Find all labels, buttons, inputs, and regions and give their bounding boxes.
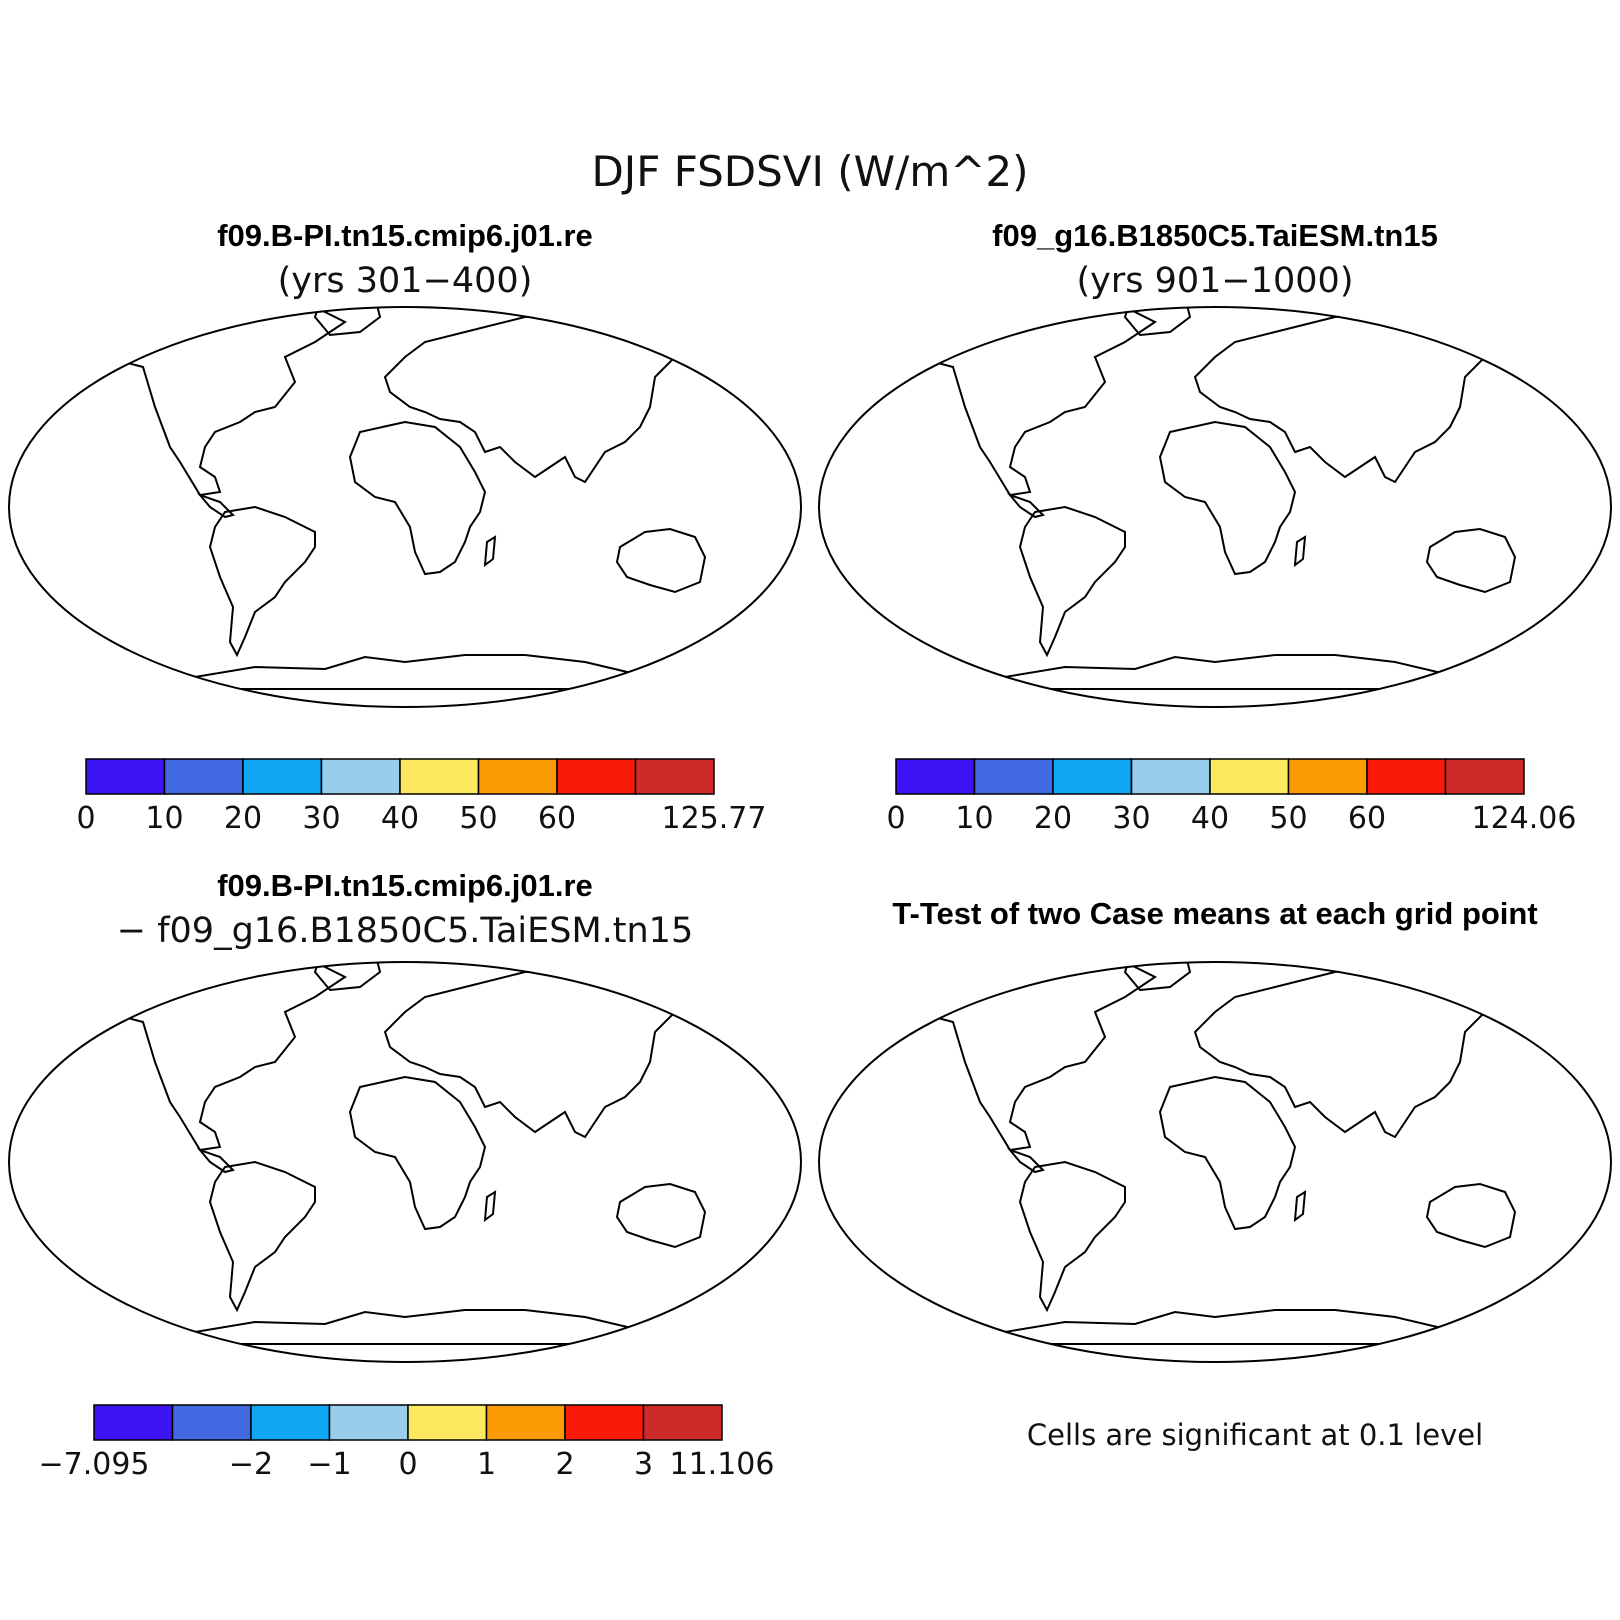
colorbar-swatch bbox=[320, 758, 401, 795]
map-case2 bbox=[819, 307, 1611, 707]
colorbar-swatch bbox=[1052, 758, 1133, 795]
panel-difference: f09.B-PI.tn15.cmip6.j01.re − f09_g16.B18… bbox=[8, 868, 802, 1482]
map-ttest bbox=[819, 962, 1611, 1362]
panel-case1: f09.B-PI.tn15.cmip6.j01.re (yrs 301−400) bbox=[8, 218, 802, 836]
colorbar-swatch bbox=[1209, 758, 1290, 795]
colorbar-swatch bbox=[634, 758, 715, 795]
colorbar-swatch bbox=[895, 758, 976, 795]
map-case1 bbox=[9, 307, 801, 707]
colorbar-swatch bbox=[477, 758, 558, 795]
colorbar-swatch bbox=[93, 1404, 174, 1441]
map-case2-border bbox=[818, 306, 1612, 708]
colorbar-swatch bbox=[1366, 758, 1447, 795]
colorbar-swatch bbox=[171, 1404, 252, 1441]
map-case1-border bbox=[8, 306, 802, 708]
figure-title: DJF FSDSVI (W/m^2) bbox=[591, 147, 1028, 196]
colorbar-swatch bbox=[407, 1404, 488, 1441]
colorbar-swatch bbox=[250, 1404, 331, 1441]
colorbar-tick-label: 3 bbox=[634, 1447, 653, 1482]
colorbar-case1: 0 10 20 30 40 50 60 125.77 bbox=[76, 758, 767, 836]
colorbar-tick-label: 30 bbox=[302, 801, 340, 836]
panel-difference-subtitle: − f09_g16.B1850C5.TaiESM.tn15 bbox=[117, 911, 693, 951]
colorbar-swatch bbox=[328, 1404, 409, 1441]
colorbar-tick-label: 11.106 bbox=[670, 1447, 775, 1482]
colorbar-swatch bbox=[973, 758, 1054, 795]
colorbar-tick-label: 30 bbox=[1112, 801, 1150, 836]
colorbar-swatch bbox=[485, 1404, 566, 1441]
colorbar-tick-label: 125.77 bbox=[662, 801, 767, 836]
panel-case1-title: f09.B-PI.tn15.cmip6.j01.re bbox=[217, 218, 593, 253]
colorbar-tick-label: 0 bbox=[398, 1447, 417, 1482]
panel-case2: f09_g16.B1850C5.TaiESM.tn15 (yrs 901−100… bbox=[818, 218, 1612, 836]
colorbar-swatch bbox=[1130, 758, 1211, 795]
colorbar-tick-label: −7.095 bbox=[38, 1447, 149, 1482]
colorbar-tick-label: 40 bbox=[1191, 801, 1229, 836]
colorbar-swatch bbox=[642, 1404, 723, 1441]
colorbar-swatch bbox=[399, 758, 480, 795]
panel-ttest-title: T-Test of two Case means at each grid po… bbox=[892, 896, 1537, 931]
colorbar-tick-label: 40 bbox=[381, 801, 419, 836]
colorbar-tick-label: 20 bbox=[224, 801, 262, 836]
colorbar-swatch bbox=[1287, 758, 1368, 795]
colorbar-tick-label: 60 bbox=[1348, 801, 1386, 836]
map-difference-border bbox=[8, 961, 802, 1363]
colorbar-case2: 0 10 20 30 40 50 60 124.06 bbox=[886, 758, 1577, 836]
colorbar-swatch bbox=[556, 758, 637, 795]
colorbar-tick-label: 2 bbox=[555, 1447, 574, 1482]
panel-ttest: T-Test of two Case means at each grid po… bbox=[818, 896, 1612, 1452]
colorbar-difference: −7.095 −2 −1 0 1 2 3 11.106 bbox=[38, 1404, 775, 1482]
colorbar-tick-label: 0 bbox=[76, 801, 95, 836]
colorbar-tick-label: −2 bbox=[229, 1447, 273, 1482]
colorbar-tick-label: 1 bbox=[477, 1447, 496, 1482]
panel-case1-years: (yrs 301−400) bbox=[278, 261, 533, 301]
map-difference bbox=[9, 962, 801, 1362]
colorbar-tick-label: −1 bbox=[307, 1447, 351, 1482]
colorbar-tick-label: 10 bbox=[145, 801, 183, 836]
colorbar-tick-label: 10 bbox=[955, 801, 993, 836]
colorbar-tick-label: 50 bbox=[1269, 801, 1307, 836]
ttest-footnote: Cells are significant at 0.1 level bbox=[1027, 1418, 1483, 1452]
colorbar-swatch bbox=[85, 758, 166, 795]
panel-case2-years: (yrs 901−1000) bbox=[1077, 261, 1354, 301]
panel-case2-title: f09_g16.B1850C5.TaiESM.tn15 bbox=[992, 218, 1438, 253]
colorbar-tick-label: 50 bbox=[459, 801, 497, 836]
colorbar-swatch bbox=[564, 1404, 645, 1441]
colorbar-tick-label: 0 bbox=[886, 801, 905, 836]
colorbar-tick-label: 124.06 bbox=[1472, 801, 1577, 836]
colorbar-tick-label: 20 bbox=[1034, 801, 1072, 836]
colorbar-swatch bbox=[163, 758, 244, 795]
map-ttest-border bbox=[818, 961, 1612, 1363]
panel-difference-title: f09.B-PI.tn15.cmip6.j01.re bbox=[217, 868, 593, 903]
colorbar-swatch bbox=[242, 758, 323, 795]
colorbar-swatch bbox=[1444, 758, 1525, 795]
colorbar-tick-label: 60 bbox=[538, 801, 576, 836]
